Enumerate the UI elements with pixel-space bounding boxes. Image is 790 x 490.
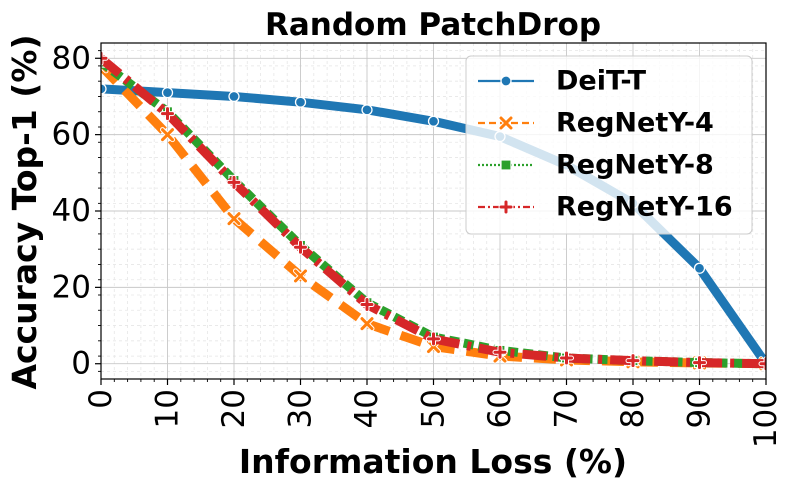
chart-title: Random PatchDrop xyxy=(265,7,601,43)
data-point xyxy=(693,262,706,274)
x-tick-label: 30 xyxy=(283,389,319,428)
y-tick-label: 40 xyxy=(52,193,91,229)
data-point xyxy=(359,297,375,313)
legend-marker xyxy=(500,75,512,87)
data-point xyxy=(359,316,375,332)
y-axis-label: Accuracy Top-1 (%) xyxy=(5,34,44,389)
y-tick-label: 0 xyxy=(71,346,91,382)
x-tick-label: 60 xyxy=(482,389,518,428)
data-point xyxy=(492,344,508,360)
data-point xyxy=(625,353,641,369)
y-tick-label: 80 xyxy=(52,40,91,76)
legend-label: RegNetY-4 xyxy=(556,108,714,139)
data-point xyxy=(226,211,242,227)
x-tick-label: 80 xyxy=(615,389,651,428)
data-point xyxy=(228,90,240,103)
data-point xyxy=(427,115,440,127)
legend-item-RegNetY-4: RegNetY-4 xyxy=(478,108,714,139)
legend-marker xyxy=(498,115,514,131)
data-point xyxy=(101,50,109,66)
x-tick-label: 0 xyxy=(83,389,119,409)
legend: DeiT-T RegNetY-4 RegNetY-8 RegNetY-16 xyxy=(465,55,753,235)
y-tick-label: 60 xyxy=(52,117,91,153)
y-tick-label: 20 xyxy=(52,269,91,305)
data-point xyxy=(293,239,308,255)
legend-item-RegNetY-16: RegNetY-16 xyxy=(478,192,733,223)
axis-ticks: 0 10 20 30 40 50 60 70 80 90 100 0 20 40 60 80 xyxy=(52,40,784,448)
series-line-RegNetY-16 xyxy=(101,54,766,369)
data-point xyxy=(160,127,175,143)
x-axis-label: Information Loss (%) xyxy=(239,442,627,481)
x-tick-label: 100 xyxy=(748,389,784,448)
legend-item-RegNetY-8: RegNetY-8 xyxy=(478,150,714,181)
x-tick-label: 50 xyxy=(416,389,452,428)
data-point xyxy=(161,86,174,99)
data-point xyxy=(101,83,107,95)
x-tick-label: 20 xyxy=(216,389,252,428)
legend-box xyxy=(465,55,753,235)
legend-label: RegNetY-16 xyxy=(556,192,733,223)
data-point xyxy=(692,355,707,371)
data-point xyxy=(559,350,574,366)
data-point xyxy=(226,174,242,190)
series-RegNetY-16 xyxy=(101,50,766,372)
legend-marker xyxy=(498,199,514,215)
data-point xyxy=(758,356,766,372)
legend-item-DeiT-T: DeiT-T xyxy=(478,66,647,97)
x-tick-label: 70 xyxy=(549,389,585,428)
data-point xyxy=(426,331,441,347)
data-point xyxy=(294,96,307,108)
legend-marker xyxy=(500,159,512,171)
x-tick-label: 10 xyxy=(150,389,186,428)
x-tick-label: 90 xyxy=(682,389,718,428)
data-point xyxy=(160,106,175,122)
data-point xyxy=(293,268,308,284)
legend-label: DeiT-T xyxy=(556,66,647,97)
data-point xyxy=(361,104,373,116)
legend-label: RegNetY-8 xyxy=(556,150,714,181)
x-tick-label: 40 xyxy=(349,389,385,428)
